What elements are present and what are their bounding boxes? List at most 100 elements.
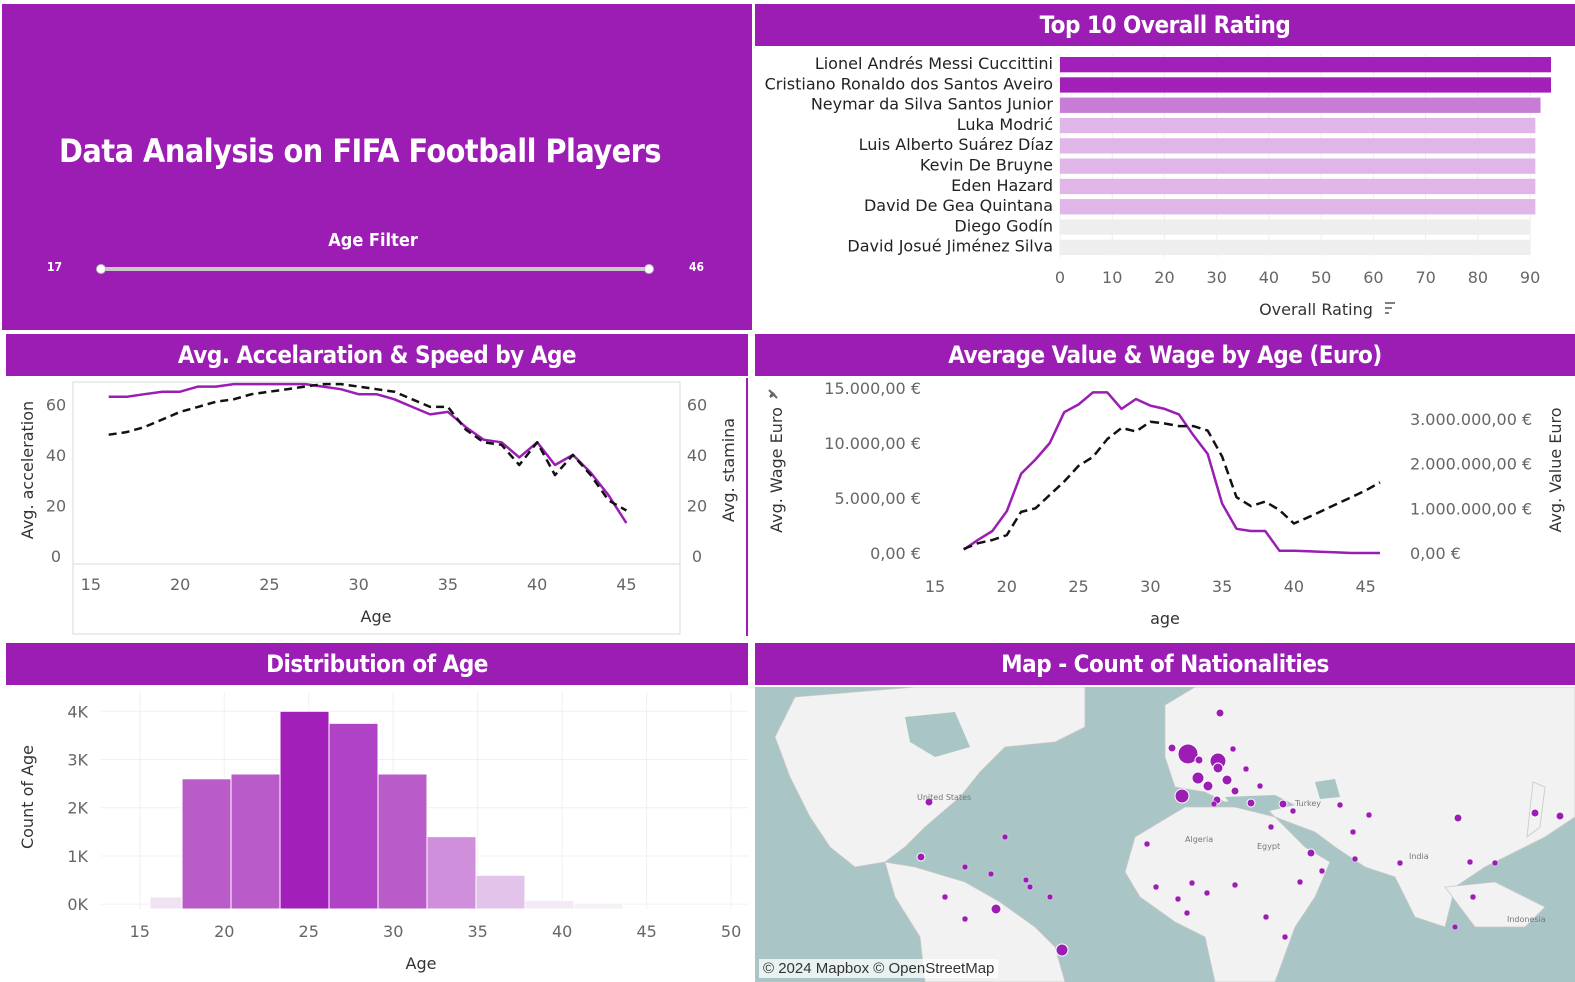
accel-x-tick: 35 (438, 575, 458, 594)
accel-x-tick: 15 (81, 575, 101, 594)
agedist-y-tick: 0K (67, 895, 88, 914)
accel-panel: 0 0 20 20 40 40 60 60 15 20 25 30 35 40 45 Age Avg. acce… (6, 378, 748, 636)
accel-y-axis-label: Avg. acceleration (18, 401, 37, 539)
nationality-point[interactable] (1530, 808, 1540, 818)
accel-x-tick: 25 (259, 575, 279, 594)
map-canvas[interactable] (755, 687, 1575, 982)
nationality-point[interactable] (1174, 788, 1190, 804)
valuewage-panel: 0,00 € 5.000,00 € 10.000,00 € 15.000,00 € 0,… (755, 378, 1575, 636)
nationality-point[interactable] (1167, 743, 1177, 753)
nationality-point[interactable] (1191, 771, 1205, 785)
nationality-point[interactable] (1453, 813, 1463, 823)
agedist-bar (426, 836, 477, 910)
nationality-point[interactable] (1262, 913, 1270, 921)
agedist-x-tick: 25 (299, 922, 319, 941)
nationality-point[interactable] (1318, 867, 1326, 875)
nationality-point[interactable] (1055, 943, 1069, 957)
nationality-point[interactable] (1183, 909, 1191, 917)
age-filter-slider[interactable] (101, 267, 651, 271)
valuewage-y-tick: 0,00 € (870, 544, 921, 563)
nationality-point[interactable] (1296, 878, 1304, 886)
nationality-point[interactable] (1230, 786, 1240, 796)
nationality-point[interactable] (1026, 883, 1034, 891)
accel-x-axis-label: Age (361, 607, 392, 626)
nationality-point[interactable] (1215, 708, 1225, 718)
nationality-point[interactable] (1229, 745, 1237, 753)
agedist-bar (149, 896, 183, 910)
nationality-point[interactable] (1281, 933, 1289, 941)
nationality-point[interactable] (1203, 889, 1211, 897)
nationality-point[interactable] (1278, 799, 1288, 809)
age-filter-max-handle[interactable] (644, 264, 654, 274)
map-south-america (884, 861, 1066, 982)
nationality-point[interactable] (1194, 755, 1204, 765)
nationality-point[interactable] (1396, 859, 1404, 867)
nationality-point[interactable] (1177, 743, 1199, 765)
nationality-point[interactable] (1351, 855, 1359, 863)
top10-bar (1060, 199, 1536, 215)
nationality-map[interactable]: United States Algeria Egypt India Turkey… (755, 687, 1575, 982)
valuewage-y-tick-right: 2.000.000,00 € (1410, 455, 1532, 474)
nationality-point[interactable] (987, 870, 995, 878)
nationality-point[interactable] (1143, 840, 1151, 848)
nationality-point[interactable] (1289, 807, 1297, 815)
nationality-point[interactable] (1046, 893, 1054, 901)
pin-icon (768, 389, 778, 399)
nationality-point[interactable] (1451, 923, 1459, 931)
nationality-point[interactable] (1152, 883, 1160, 891)
top10-bar (1060, 57, 1551, 73)
map-inland-water (905, 712, 1340, 812)
nationality-point[interactable] (1555, 811, 1565, 821)
nationality-point[interactable] (941, 893, 949, 901)
nationality-point[interactable] (1349, 828, 1357, 836)
agedist-x-tick: 45 (636, 922, 656, 941)
age-filter-min-handle[interactable] (96, 264, 106, 274)
nationality-point[interactable] (1210, 800, 1218, 808)
age-filter-max: 46 (689, 260, 705, 274)
age-filter-min: 17 (47, 260, 63, 274)
agedist-x-axis-label: Age (406, 954, 437, 973)
nationality-point[interactable] (1466, 858, 1474, 866)
valuewage-y-tick-right: 3.000.000,00 € (1410, 410, 1532, 429)
nationality-point[interactable] (1022, 876, 1030, 884)
nationality-point[interactable] (1365, 811, 1373, 819)
nationality-point[interactable] (990, 903, 1002, 915)
nationality-point[interactable] (1246, 798, 1256, 808)
nationality-point[interactable] (1174, 895, 1182, 903)
nationality-point[interactable] (961, 915, 969, 923)
map-attribution[interactable]: © 2024 Mapbox © OpenStreetMap (759, 959, 999, 978)
agedist-panel: 15 20 25 30 35 40 45 50 0K 1K 2K 3K 4K Age Count of Ag… (6, 687, 748, 982)
nationality-point[interactable] (1242, 765, 1250, 773)
age-filter-label: Age Filter (328, 230, 418, 251)
top10-title: Top 10 Overall Rating (755, 4, 1575, 46)
nationality-point[interactable] (1267, 823, 1275, 831)
nationality-point[interactable] (1306, 848, 1316, 858)
nationality-point[interactable] (1188, 879, 1196, 887)
nationality-point[interactable] (924, 797, 934, 807)
top10-panel: 0 10 20 30 40 50 60 70 80 90 Lionel Andrés Messi C… (755, 48, 1575, 330)
nationality-point[interactable] (961, 863, 969, 871)
valuewage-y-axis-label-right: Avg. Value Euro (1546, 407, 1565, 532)
nationality-point[interactable] (1336, 801, 1344, 809)
nationality-point[interactable] (1001, 833, 1009, 841)
agedist-y-tick: 3K (67, 751, 88, 770)
nationality-point[interactable] (916, 852, 926, 862)
accel-x-tick: 40 (527, 575, 547, 594)
accel-y-tick-right: 40 (687, 446, 707, 465)
nationality-point[interactable] (1231, 881, 1239, 889)
valuewage-x-tick: 15 (925, 577, 945, 596)
nationality-point[interactable] (1212, 762, 1224, 774)
top10-x-tick: 50 (1311, 268, 1331, 287)
top10-bar (1060, 117, 1536, 134)
agedist-y-tick: 1K (67, 847, 88, 866)
accel-y-tick-right: 60 (687, 395, 707, 414)
nationality-point[interactable] (1469, 893, 1477, 901)
nationality-point[interactable] (1202, 780, 1214, 792)
nationality-point[interactable] (1256, 782, 1264, 790)
nationality-point[interactable] (1221, 774, 1233, 786)
top10-x-tick: 10 (1102, 268, 1122, 287)
nationality-points[interactable] (916, 708, 1565, 957)
top10-bar (1060, 158, 1536, 174)
valuewage-x-tick: 30 (1140, 577, 1160, 596)
nationality-point[interactable] (1491, 859, 1499, 867)
